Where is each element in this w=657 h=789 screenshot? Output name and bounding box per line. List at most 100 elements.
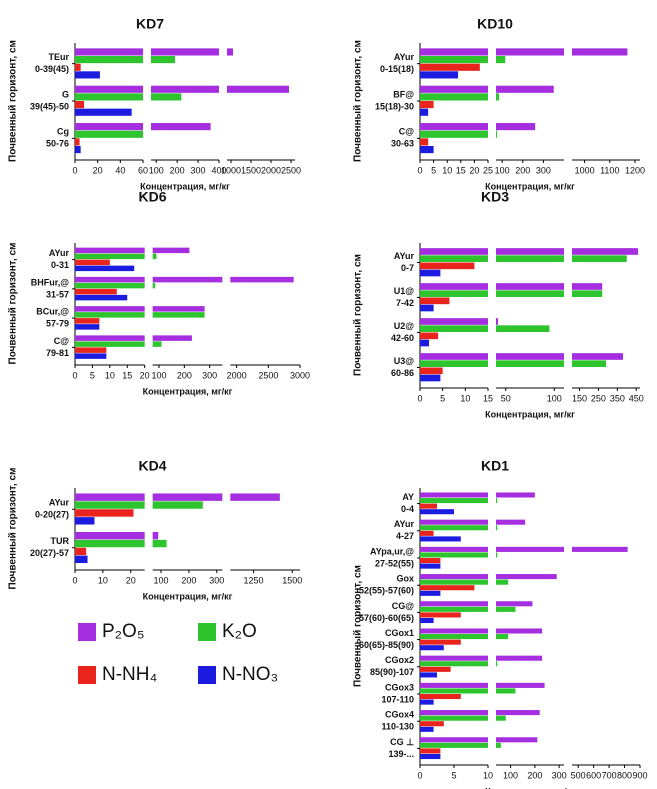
bar xyxy=(75,253,145,260)
x-tick-label: 700 xyxy=(602,770,617,780)
bar xyxy=(75,138,80,146)
bar xyxy=(496,574,557,580)
bar xyxy=(420,290,488,297)
bar xyxy=(230,493,280,501)
y-axis-label: Почвенный горизонт, см xyxy=(8,468,19,590)
bar xyxy=(420,145,434,154)
x-tick-label: 5 xyxy=(90,370,95,380)
bar xyxy=(152,501,203,509)
bar xyxy=(496,710,540,716)
bar xyxy=(572,255,627,262)
x-tick-label: 900 xyxy=(632,770,647,780)
bar xyxy=(75,288,117,295)
bar xyxy=(75,294,128,301)
x-tick-label: 100 xyxy=(495,165,510,175)
bar xyxy=(75,282,145,289)
x-tick-label: 50 xyxy=(501,393,511,403)
x-tick-label: 5 xyxy=(431,165,436,175)
bar xyxy=(420,63,480,71)
bar xyxy=(75,71,100,79)
bar xyxy=(75,324,100,330)
x-tick-label: 300 xyxy=(191,165,206,175)
bar xyxy=(496,519,526,525)
x-tick-label: 20 xyxy=(126,575,136,585)
x-tick-label: 1500 xyxy=(241,165,261,175)
bar xyxy=(75,353,107,359)
category-label: CG ⊥ xyxy=(390,737,414,747)
category-label: AYur xyxy=(394,519,415,529)
x-tick-label: 2500 xyxy=(258,370,278,380)
category-label: CGox2 xyxy=(385,655,414,665)
category-label: 57(60)-60(65) xyxy=(359,613,414,623)
x-tick-label: 15 xyxy=(483,393,493,403)
bar xyxy=(420,753,441,760)
x-tick-label: 0 xyxy=(72,165,77,175)
legend-label: K₂O xyxy=(222,621,257,642)
x-tick-label: 300 xyxy=(202,370,217,380)
x-tick-label: 10 xyxy=(98,575,108,585)
bar xyxy=(420,56,488,64)
bar xyxy=(420,304,434,312)
x-tick-label: 100 xyxy=(149,165,164,175)
bar xyxy=(151,93,182,101)
bar xyxy=(420,726,434,732)
x-tick-label: 15 xyxy=(456,165,466,175)
y-axis-label: Почвенный горизонт, см xyxy=(8,40,19,162)
bar xyxy=(572,248,639,255)
bar xyxy=(420,721,444,727)
y-axis-label: Почвенный горизонт, см xyxy=(353,254,364,376)
chart-title: KD7 xyxy=(136,16,164,32)
bar xyxy=(496,360,564,367)
x-tick-label: 500 xyxy=(571,770,586,780)
category-label: 0-20(27) xyxy=(35,510,69,520)
bar xyxy=(152,493,223,501)
x-tick-label: 1000 xyxy=(221,165,241,175)
bar xyxy=(420,715,488,721)
x-tick-label: 1200 xyxy=(625,165,645,175)
category-label: 39(45)-50 xyxy=(30,101,69,111)
bar xyxy=(496,606,516,612)
x-tick-label: 2000 xyxy=(227,370,247,380)
x-tick-label: 200 xyxy=(181,575,196,585)
bar xyxy=(496,682,545,688)
legend-swatch xyxy=(198,623,216,641)
category-label: TEur xyxy=(48,52,69,62)
bar xyxy=(420,85,488,93)
bar xyxy=(152,312,205,318)
chart-title: KD6 xyxy=(138,189,166,205)
bar xyxy=(496,85,554,93)
bar xyxy=(496,552,498,558)
category-label: AYpa,ur,@ xyxy=(370,546,414,556)
category-label: AYur xyxy=(394,251,415,261)
bar xyxy=(420,536,461,542)
chart-title: KD1 xyxy=(481,458,509,474)
category-label: U3@ xyxy=(394,356,415,366)
bar xyxy=(496,661,498,667)
bar xyxy=(152,247,190,254)
bar xyxy=(572,360,606,367)
x-axis-label: Концентрация, мг/кг xyxy=(143,386,233,396)
bar xyxy=(420,579,488,585)
x-tick-label: 2500 xyxy=(281,165,301,175)
bar xyxy=(420,530,434,536)
x-tick-label: 0 xyxy=(417,770,422,780)
bar xyxy=(420,498,488,504)
x-tick-label: 200 xyxy=(515,165,530,175)
category-label: 27-52(55) xyxy=(375,558,414,568)
category-label: CGox4 xyxy=(385,710,414,720)
bar xyxy=(75,85,143,93)
bar xyxy=(420,503,437,509)
bar xyxy=(496,628,543,634)
bar xyxy=(420,742,488,748)
category-label: 57-79 xyxy=(46,319,69,329)
bar xyxy=(75,48,143,56)
bar xyxy=(496,498,498,504)
bar xyxy=(151,85,219,93)
category-label: 139-... xyxy=(388,749,414,759)
bar xyxy=(420,339,430,347)
chart-title: KD4 xyxy=(138,458,166,474)
bar xyxy=(572,48,628,56)
bar xyxy=(420,612,461,618)
category-label: 42-60 xyxy=(391,333,414,343)
